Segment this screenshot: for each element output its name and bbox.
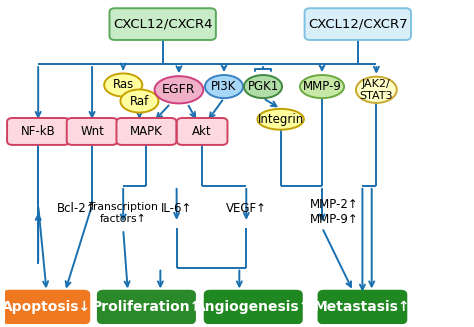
Text: EGFR: EGFR — [162, 83, 196, 96]
Ellipse shape — [257, 109, 304, 130]
Text: VEGF↑: VEGF↑ — [226, 202, 267, 215]
Ellipse shape — [244, 75, 282, 98]
Text: Akt: Akt — [192, 125, 212, 138]
Text: Raf: Raf — [130, 95, 149, 108]
Text: Apoptosis↓: Apoptosis↓ — [2, 300, 91, 314]
Text: Bcl-2↑: Bcl-2↑ — [57, 202, 97, 215]
Text: IL-6↑: IL-6↑ — [161, 202, 192, 215]
Text: Angiogenesis↑: Angiogenesis↑ — [195, 300, 311, 314]
FancyBboxPatch shape — [305, 8, 411, 40]
Text: MAPK: MAPK — [130, 125, 163, 138]
Text: CXCL12/CXCR7: CXCL12/CXCR7 — [308, 18, 408, 31]
Text: Transcription
factors↑: Transcription factors↑ — [88, 202, 158, 224]
Text: CXCL12/CXCR4: CXCL12/CXCR4 — [113, 18, 212, 31]
Ellipse shape — [155, 76, 203, 103]
FancyBboxPatch shape — [319, 291, 406, 323]
Text: PGK1: PGK1 — [247, 80, 279, 93]
Text: MMP-2↑
MMP-9↑: MMP-2↑ MMP-9↑ — [310, 198, 359, 226]
Ellipse shape — [205, 75, 243, 98]
Ellipse shape — [120, 90, 158, 112]
FancyBboxPatch shape — [117, 118, 176, 145]
FancyBboxPatch shape — [177, 118, 228, 145]
Text: Ras: Ras — [112, 78, 134, 92]
FancyBboxPatch shape — [98, 291, 195, 323]
Text: PI3K: PI3K — [211, 80, 237, 93]
Text: NF-kB: NF-kB — [21, 125, 55, 138]
Text: Wnt: Wnt — [80, 125, 104, 138]
Ellipse shape — [356, 77, 397, 103]
Ellipse shape — [300, 75, 344, 98]
Text: MMP-9: MMP-9 — [302, 80, 341, 93]
Text: Integrin: Integrin — [257, 113, 304, 126]
FancyBboxPatch shape — [7, 118, 69, 145]
Text: Proliferation↑: Proliferation↑ — [91, 300, 201, 314]
Text: Metastasis↑: Metastasis↑ — [314, 300, 410, 314]
FancyBboxPatch shape — [205, 291, 302, 323]
Text: JAK2/
STAT3: JAK2/ STAT3 — [360, 79, 393, 101]
FancyBboxPatch shape — [67, 118, 118, 145]
FancyBboxPatch shape — [4, 291, 89, 323]
Ellipse shape — [104, 74, 142, 96]
FancyBboxPatch shape — [109, 8, 216, 40]
